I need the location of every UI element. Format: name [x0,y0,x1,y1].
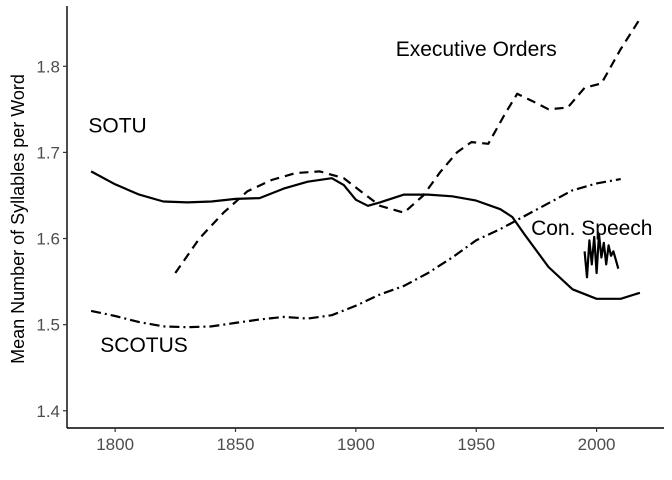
annotation-label-1: Executive Orders [396,38,557,61]
x-tick-label: 2000 [578,435,616,454]
y-tick-label: 1.8 [36,57,60,76]
plot-area [90,18,641,329]
x-tick-label: 1850 [217,435,255,454]
annotation-label-3: Con. Speech [531,217,652,240]
series-line-4 [583,233,620,279]
y-tick-label: 1.4 [36,402,60,421]
x-tick-label: 1900 [337,435,375,454]
annotations-layer: Executive Orders SOTU Con. Speech SCOTUS [88,38,652,357]
y-axis-title: Mean Number of Syllables per Word [8,74,28,364]
annotation-label-2: SOTU [88,115,146,138]
x-tick-label: 1950 [457,435,495,454]
annotation-label-4: SCOTUS [100,334,188,357]
x-tick-label: 1800 [96,435,134,454]
y-tick-label: 1.6 [36,230,60,249]
series-line-1 [90,170,641,300]
series-line-3 [90,178,621,329]
axes-layer: 1.4 1.5 1.6 1.7 1.8 1800 1850 1900 1950 2000 [36,6,664,454]
y-tick-label: 1.5 [36,316,60,335]
series-line-2 [174,18,641,274]
y-tick-label: 1.7 [36,143,60,162]
